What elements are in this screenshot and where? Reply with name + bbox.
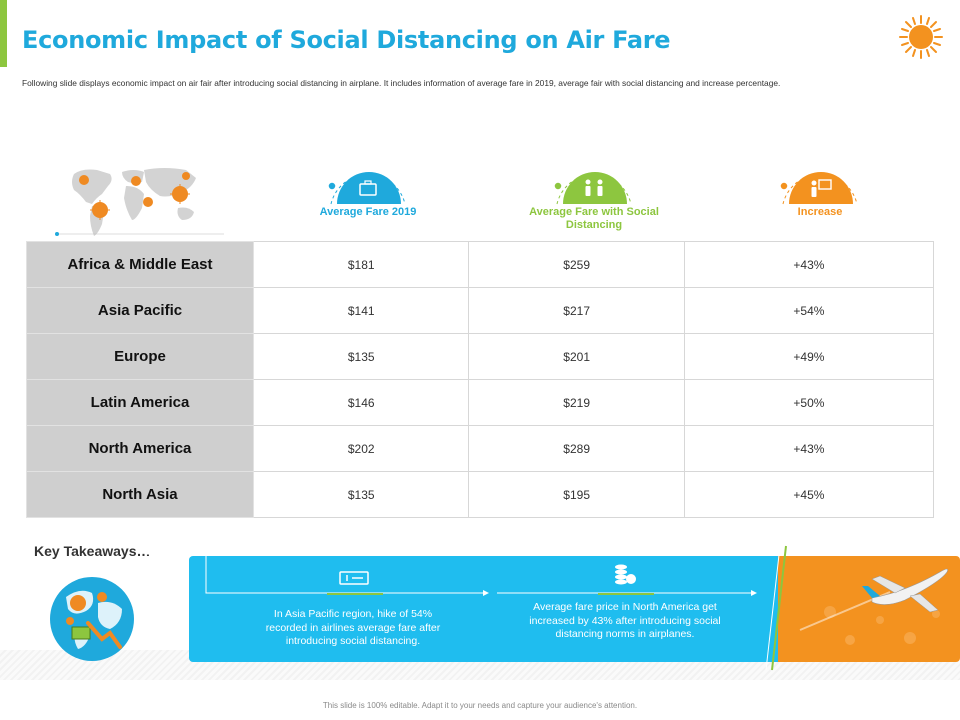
briefcase-icon bbox=[327, 172, 406, 205]
fare-table: Africa & Middle East $181 $259 +43% Asia… bbox=[26, 241, 935, 518]
presenter-icon bbox=[779, 172, 858, 205]
increase-cell: +43% bbox=[683, 425, 935, 472]
column-header-fare-2019: Average Fare 2019 bbox=[296, 158, 440, 219]
slide-title: Economic Impact of Social Distancing on … bbox=[22, 26, 671, 54]
footer-note: This slide is 100% editable. Adapt it to… bbox=[322, 701, 638, 710]
region-cell: Latin America bbox=[26, 379, 254, 426]
increase-cell: +43% bbox=[683, 241, 935, 288]
airplane-icon bbox=[862, 568, 948, 613]
fare-2019-cell: $181 bbox=[252, 241, 470, 288]
fare-2019-cell: $146 bbox=[252, 379, 470, 426]
region-cell: North America bbox=[26, 425, 254, 472]
people-icon bbox=[553, 172, 632, 205]
table-row: North America $202 $289 +43% bbox=[26, 425, 935, 472]
region-cell: Africa & Middle East bbox=[26, 241, 254, 288]
fare-2019-cell: $135 bbox=[252, 471, 470, 518]
takeaway-text-1: In Asia Pacific region, hike of 54% reco… bbox=[265, 608, 441, 647]
takeaways-decor bbox=[146, 545, 948, 671]
column-label-increase: Increase bbox=[797, 206, 843, 218]
fare-sd-cell: $201 bbox=[468, 333, 685, 380]
slide-subtitle: Following slide displays economic impact… bbox=[22, 78, 781, 88]
key-takeaways-label: Key Takeaways… bbox=[34, 543, 151, 559]
fare-sd-cell: $289 bbox=[468, 425, 685, 472]
fare-sd-cell: $195 bbox=[468, 471, 685, 518]
table-row: Europe $135 $201 +49% bbox=[26, 333, 935, 380]
table-row: Africa & Middle East $181 $259 +43% bbox=[26, 241, 935, 288]
takeaway-text-2: Average fare price in North America get … bbox=[529, 601, 721, 640]
fare-sd-cell: $219 bbox=[468, 379, 685, 426]
fare-2019-cell: $202 bbox=[252, 425, 470, 472]
increase-cell: +54% bbox=[683, 287, 935, 334]
column-header-fare-social-distancing: Average Fare with Social Distancing bbox=[522, 158, 666, 232]
region-cell: North Asia bbox=[26, 471, 254, 518]
ticket-icon bbox=[339, 571, 369, 585]
table-row: North Asia $135 $195 +45% bbox=[26, 471, 935, 518]
column-label-fare-2019: Average Fare 2019 bbox=[319, 206, 417, 218]
increase-cell: +49% bbox=[683, 333, 935, 380]
globe-icon bbox=[50, 577, 134, 661]
region-cell: Asia Pacific bbox=[26, 287, 254, 334]
increase-cell: +50% bbox=[683, 379, 935, 426]
coins-icon bbox=[615, 564, 636, 585]
region-cell: Europe bbox=[26, 333, 254, 380]
fare-sd-cell: $217 bbox=[468, 287, 685, 334]
virus-icon bbox=[899, 15, 943, 59]
table-row: Latin America $146 $219 +50% bbox=[26, 379, 935, 426]
fare-2019-cell: $141 bbox=[252, 287, 470, 334]
increase-cell: +45% bbox=[683, 471, 935, 518]
table-row: Asia Pacific $141 $217 +54% bbox=[26, 287, 935, 334]
world-map-icon bbox=[55, 168, 224, 236]
column-label-fare-social-distancing: Average Fare with Social Distancing bbox=[529, 206, 659, 231]
accent-bar bbox=[0, 0, 7, 67]
takeaways-panel bbox=[189, 556, 789, 662]
column-header-increase: Increase bbox=[748, 158, 892, 219]
fare-sd-cell: $259 bbox=[468, 241, 685, 288]
fare-2019-cell: $135 bbox=[252, 333, 470, 380]
